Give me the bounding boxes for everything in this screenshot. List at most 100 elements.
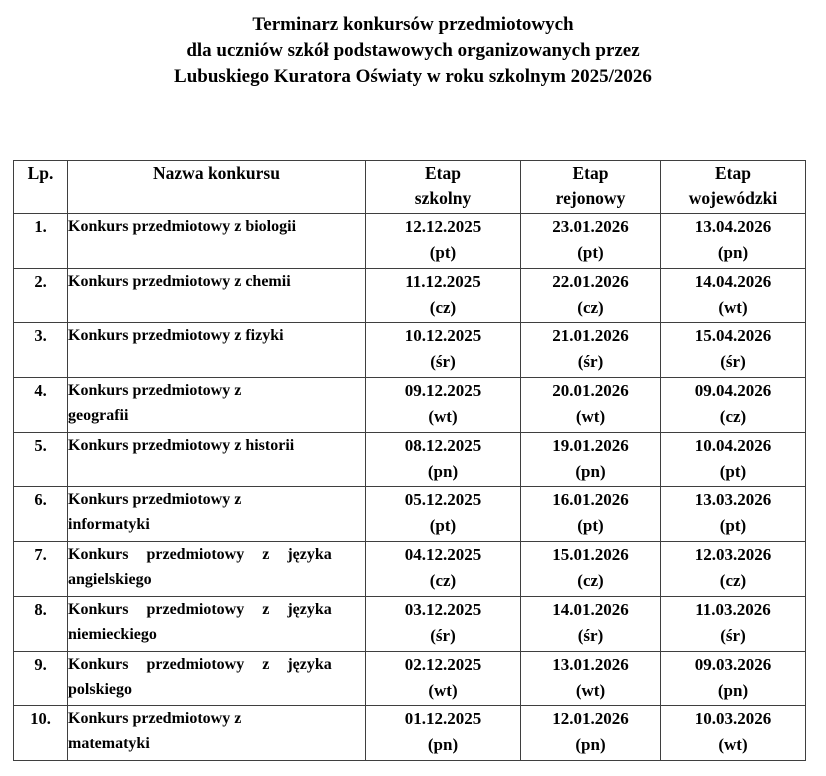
school-stage-date: 08.12.2025 (404, 435, 482, 455)
voivodeship-stage-weekday: (wt) (718, 735, 748, 755)
voivodeship-stage-cell: 09.04.2026 (cz) (660, 377, 806, 433)
voivodeship-stage-date: 13.03.2026 (694, 490, 772, 510)
regional-stage-date: 21.01.2026 (552, 326, 629, 346)
school-stage-weekday: (wt) (428, 680, 458, 700)
competition-name-line2: informatyki (68, 516, 150, 534)
competition-name-line1: Konkurs przedmiotowy z (68, 382, 242, 400)
school-stage-date: 09.12.2025 (404, 381, 482, 401)
school-stage-weekday: (pn) (427, 735, 459, 755)
title-line-3: Lubuskiego Kuratora Oświaty w roku szkol… (174, 66, 652, 87)
school-stage-weekday: (pn) (427, 461, 459, 481)
table-row: 4. Konkurs przedmiotowy z geografii 09.1… (13, 377, 806, 433)
regional-stage-date: 16.01.2026 (552, 490, 629, 510)
row-number-cell: 10. (13, 705, 68, 761)
regional-stage-cell: 20.01.2026 (wt) (520, 377, 661, 433)
regional-stage-cell: 14.01.2026 (śr) (520, 595, 661, 652)
row-number-cell: 7. (13, 541, 68, 597)
regional-stage-weekday: (pt) (577, 516, 604, 536)
title-line-2: dla uczniów szkół podstawowych organizow… (186, 40, 640, 61)
regional-stage-weekday: (śr) (577, 625, 604, 645)
row-number-cell: 4. (13, 377, 68, 433)
regional-stage-cell: 22.01.2026 (cz) (520, 267, 661, 324)
regional-stage-weekday: (wt) (575, 407, 606, 427)
voivodeship-stage-cell: 14.04.2026 (wt) (660, 267, 806, 324)
regional-stage-cell: 21.01.2026 (śr) (520, 322, 661, 379)
competition-name-cell: Konkurs przedmiotowy z fizyki (67, 322, 366, 379)
header-voivodeship-line2: wojewódzki (688, 188, 778, 208)
competition-name-line2: polskiego (68, 680, 133, 698)
school-stage-weekday: (śr) (430, 625, 456, 645)
voivodeship-stage-date: 09.04.2026 (694, 381, 772, 401)
regional-stage-weekday: (cz) (577, 571, 604, 591)
school-stage-cell: 03.12.2025 (śr) (365, 595, 521, 652)
row-number: 10. (30, 709, 51, 729)
school-stage-weekday: (pt) (429, 516, 457, 536)
row-number-cell: 6. (13, 486, 68, 543)
table-row: 1. Konkurs przedmiotowy z biologii 12.12… (13, 213, 806, 269)
row-number: 6. (34, 490, 47, 510)
voivodeship-stage-weekday: (cz) (719, 571, 747, 591)
voivodeship-stage-cell: 15.04.2026 (śr) (660, 322, 806, 379)
regional-stage-cell: 16.01.2026 (pt) (520, 486, 661, 543)
voivodeship-stage-cell: 11.03.2026 (śr) (660, 595, 806, 652)
row-number-cell: 2. (13, 267, 68, 324)
school-stage-weekday: (cz) (429, 297, 457, 317)
voivodeship-stage-cell: 13.03.2026 (pt) (660, 486, 806, 543)
table-row: 7. Konkurs przedmiotowy z języka angiels… (13, 541, 806, 597)
school-stage-date: 05.12.2025 (404, 490, 482, 510)
header-school-line1: Etap (425, 163, 461, 183)
regional-stage-cell: 13.01.2026 (wt) (520, 650, 661, 707)
voivodeship-stage-cell: 13.04.2026 (pn) (660, 213, 806, 269)
school-stage-date: 12.12.2025 (404, 217, 482, 236)
row-number-cell: 3. (13, 322, 68, 379)
voivodeship-stage-weekday: (wt) (718, 297, 748, 317)
voivodeship-stage-date: 11.03.2026 (695, 599, 771, 619)
school-stage-weekday: (cz) (429, 571, 457, 591)
voivodeship-stage-weekday: (śr) (720, 625, 746, 645)
voivodeship-stage-date: 09.03.2026 (694, 654, 772, 674)
voivodeship-stage-cell: 10.04.2026 (pt) (660, 431, 806, 488)
row-number: 8. (34, 599, 47, 619)
regional-stage-date: 12.01.2026 (552, 709, 629, 729)
voivodeship-stage-date: 10.03.2026 (694, 709, 772, 729)
school-stage-date: 03.12.2025 (404, 599, 482, 619)
regional-stage-date: 22.01.2026 (552, 271, 629, 291)
voivodeship-stage-cell: 09.03.2026 (pn) (660, 650, 806, 707)
regional-stage-weekday: (pn) (575, 461, 606, 481)
competition-name-cell: Konkurs przedmiotowy z historii (67, 431, 366, 488)
school-stage-cell: 08.12.2025 (pn) (365, 431, 521, 488)
school-stage-cell: 02.12.2025 (wt) (365, 650, 521, 707)
table-row: 3. Konkurs przedmiotowy z fizyki 10.12.2… (13, 322, 806, 379)
competition-name-cell: Konkurs przedmiotowy z chemii (67, 267, 366, 324)
competition-name-line1: Konkurs przedmiotowy z fizyki (68, 327, 284, 345)
row-number: 7. (34, 545, 47, 565)
header-voivodeship-stage: Etap wojewódzki (660, 160, 806, 214)
regional-stage-weekday: (cz) (577, 297, 604, 317)
school-stage-cell: 10.12.2025 (śr) (365, 322, 521, 379)
school-stage-cell: 12.12.2025 (pt) (365, 213, 521, 269)
school-stage-cell: 05.12.2025 (pt) (365, 486, 521, 543)
voivodeship-stage-cell: 12.03.2026 (cz) (660, 541, 806, 597)
regional-stage-date: 23.01.2026 (552, 217, 629, 236)
table-row: 10. Konkurs przedmiotowy z matematyki 01… (13, 705, 806, 761)
competition-name-line2: niemieckiego (68, 625, 157, 643)
voivodeship-stage-weekday: (pn) (717, 243, 749, 262)
table-header-row: Lp. Nazwa konkursu Etap szkolny Etap rej… (13, 160, 806, 214)
header-lp-label: Lp. (27, 163, 54, 183)
regional-stage-date: 19.01.2026 (552, 435, 629, 455)
regional-stage-date: 15.01.2026 (552, 545, 629, 565)
voivodeship-stage-weekday: (pt) (719, 516, 747, 536)
school-stage-cell: 09.12.2025 (wt) (365, 377, 521, 433)
school-stage-cell: 01.12.2025 (pn) (365, 705, 521, 761)
competition-name-line1: Konkurs przedmiotowy z biologii (68, 218, 297, 235)
table-row: 5. Konkurs przedmiotowy z historii 08.12… (13, 431, 806, 488)
header-school-stage: Etap szkolny (365, 160, 521, 214)
competition-name-cell: Konkurs przedmiotowy z matematyki (67, 705, 366, 761)
competition-name-line2: matematyki (68, 735, 150, 753)
competition-name-line1: Konkurs przedmiotowy z języka (68, 655, 332, 673)
competition-name-line1: Konkurs przedmiotowy z (68, 491, 242, 509)
row-number: 4. (34, 381, 47, 401)
voivodeship-stage-weekday: (śr) (720, 352, 746, 372)
row-number-cell: 5. (13, 431, 68, 488)
school-stage-date: 02.12.2025 (404, 654, 482, 674)
